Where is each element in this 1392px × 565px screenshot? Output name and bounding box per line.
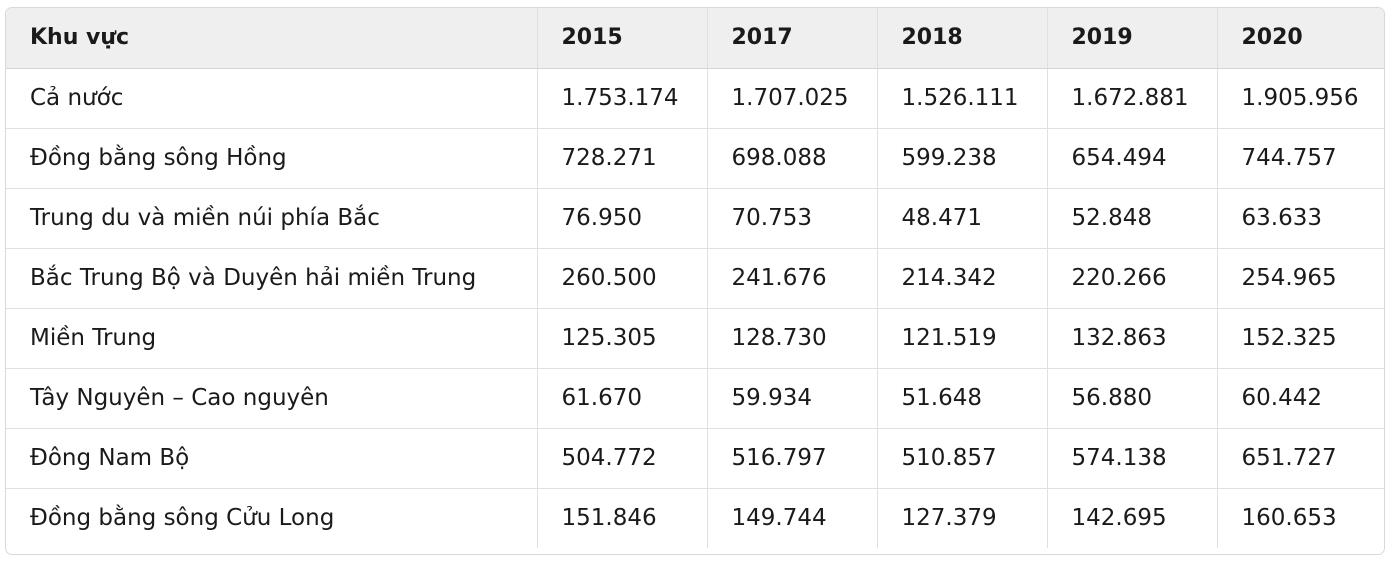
header-row: Khu vực 2015 2017 2018 2019 2020 [6,8,1384,69]
value-cell: 254.965 [1217,248,1384,309]
value-cell: 128.730 [707,308,878,369]
value-cell: 52.848 [1047,188,1218,249]
table-row: Đồng bằng sông Cửu Long 151.846 149.744 127… [6,488,1384,548]
value-cell: 599.238 [877,128,1048,189]
value-cell: 744.757 [1217,128,1384,189]
value-cell: 142.695 [1047,488,1218,548]
value-cell: 214.342 [877,248,1048,309]
region-cell: Đông Nam Bộ [6,428,538,489]
value-cell: 1.905.956 [1217,68,1384,129]
region-cell: Miền Trung [6,308,538,369]
value-cell: 698.088 [707,128,878,189]
value-cell: 516.797 [707,428,878,489]
data-table: Khu vực 2015 2017 2018 2019 2020 Cả nước… [6,8,1384,548]
header-year-2015[interactable]: 2015 [537,8,708,69]
region-cell: Tây Nguyên – Cao nguyên [6,368,538,429]
value-cell: 220.266 [1047,248,1218,309]
value-cell: 1.707.025 [707,68,878,129]
value-cell: 728.271 [537,128,708,189]
value-cell: 121.519 [877,308,1048,369]
header-year-2019[interactable]: 2019 [1047,8,1218,69]
table-row: Trung du và miền núi phía Bắc 76.950 70.75… [6,188,1384,249]
data-table-container: Khu vực 2015 2017 2018 2019 2020 Cả nước… [5,7,1385,555]
table-row: Bắc Trung Bộ và Duyên hải miền Trung 260.… [6,248,1384,309]
region-cell: Đồng bằng sông Cửu Long [6,488,538,548]
table-body: Cả nước 1.753.174 1.707.025 1.526.111 1.672.… [6,68,1384,548]
value-cell: 510.857 [877,428,1048,489]
header-year-2018[interactable]: 2018 [877,8,1048,69]
table-row: Đồng bằng sông Hồng 728.271 698.088 599.238… [6,128,1384,189]
value-cell: 574.138 [1047,428,1218,489]
table-row: Miền Trung 125.305 128.730 121.519 132.863 15… [6,308,1384,369]
value-cell: 56.880 [1047,368,1218,429]
value-cell: 1.753.174 [537,68,708,129]
region-cell: Trung du và miền núi phía Bắc [6,188,538,249]
value-cell: 151.846 [537,488,708,548]
header-region[interactable]: Khu vực [6,8,538,69]
value-cell: 260.500 [537,248,708,309]
value-cell: 160.653 [1241,505,1337,532]
value-cell: 149.744 [707,488,878,548]
value-cell: 504.772 [537,428,708,489]
value-cell: 76.950 [537,188,708,249]
header-year-2020[interactable]: 2020 [1217,8,1384,69]
region-cell: Cả nước [6,68,538,129]
value-cell: 241.676 [707,248,878,309]
value-cell: 60.442 [1217,368,1384,429]
value-cell: 63.633 [1217,188,1384,249]
value-cell: 1.526.111 [877,68,1048,129]
region-cell: Đồng bằng sông Hồng [6,128,538,189]
value-cell: 51.648 [877,368,1048,429]
region-cell: Bắc Trung Bộ và Duyên hải miền Trung [6,248,538,309]
value-cell: 654.494 [1047,128,1218,189]
value-cell: 651.727 [1217,428,1384,489]
table-row: Cả nước 1.753.174 1.707.025 1.526.111 1.672.… [6,68,1384,129]
value-cell: 152.325 [1217,308,1384,369]
value-cell: 127.379 [877,488,1048,548]
table-row: Đông Nam Bộ 504.772 516.797 510.857 574.138 6… [6,428,1384,489]
value-cell: 61.670 [537,368,708,429]
value-cell: 70.753 [707,188,878,249]
value-cell: 48.471 [877,188,1048,249]
table-row: Tây Nguyên – Cao nguyên 61.670 59.934 51.64… [6,368,1384,429]
header-year-2017[interactable]: 2017 [707,8,878,69]
value-cell: 59.934 [707,368,878,429]
value-cell: 1.672.881 [1047,68,1218,129]
value-cell: 132.863 [1047,308,1218,369]
table-header: Khu vực 2015 2017 2018 2019 2020 [6,8,1384,69]
value-cell: 125.305 [537,308,708,369]
